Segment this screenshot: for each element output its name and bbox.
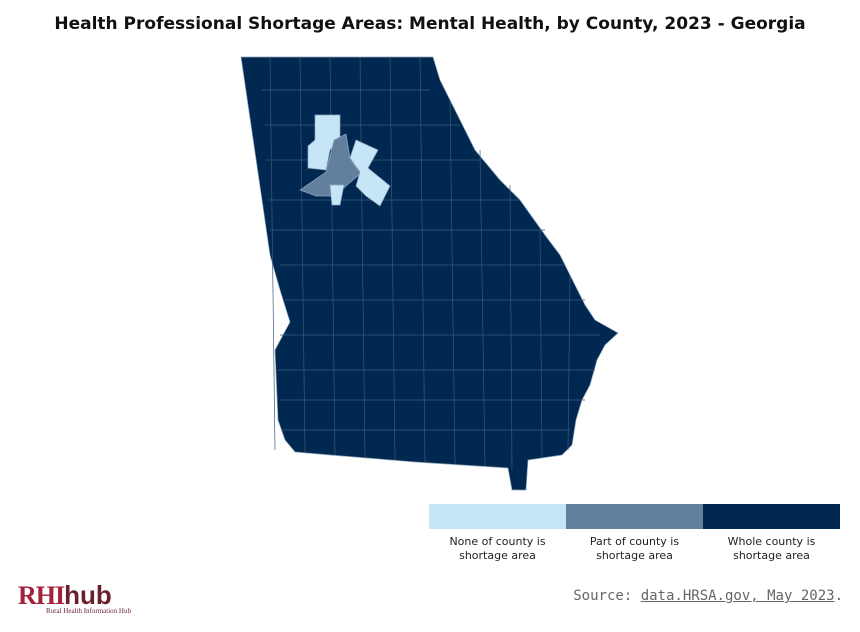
legend-label: Part of county is shortage area [589,535,680,562]
logo: RHIhub Rural Health Information Hub [18,580,131,615]
legend-swatch [429,504,566,529]
logo-tagline: Rural Health Information Hub [46,607,131,615]
map-title: Health Professional Shortage Areas: Ment… [54,14,806,34]
legend-label: Whole county is shortage area [727,535,816,562]
legend: None of county is shortage area Part of c… [429,504,840,563]
source-suffix: . [834,588,843,604]
legend-swatch [703,504,840,529]
county-borders [262,56,600,471]
legend-label: None of county is shortage area [449,535,546,562]
state-region [240,56,619,491]
county-none [349,139,391,207]
legend-swatch [566,504,703,529]
county-part [299,133,361,197]
legend-item: Whole county is shortage area [703,504,840,563]
map [240,56,619,491]
county-none [307,114,341,171]
source: Source: data.HRSA.gov, May 2023. [573,588,843,604]
source-link[interactable]: data.HRSA.gov, May 2023 [640,588,835,604]
legend-item: Part of county is shortage area [566,504,703,563]
legend-item: None of county is shortage area [429,504,566,563]
county-none [329,184,345,206]
logo-suffix: hub [64,580,112,610]
source-prefix: Source: [573,588,633,604]
logo-brand: RHI [18,581,65,610]
